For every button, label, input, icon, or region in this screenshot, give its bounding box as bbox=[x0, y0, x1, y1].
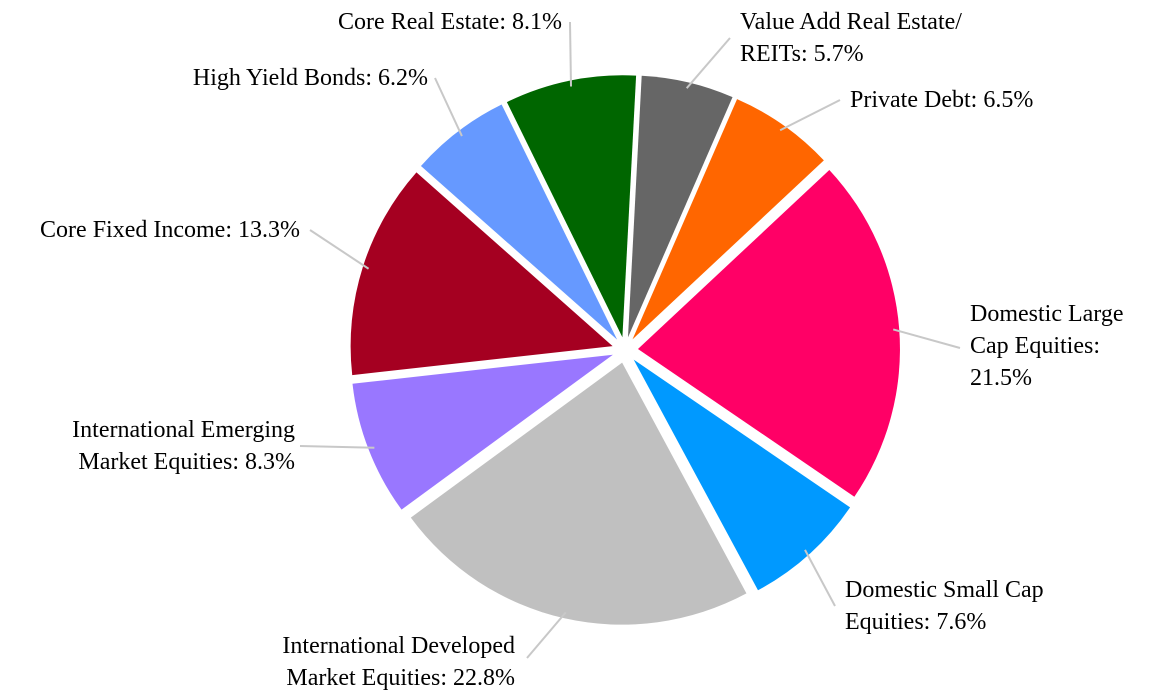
slice-label: Core Real Estate: 8.1% bbox=[250, 6, 562, 38]
pie-slice bbox=[632, 99, 824, 340]
value-label: 21.5% bbox=[970, 365, 1032, 391]
leader-line bbox=[434, 77, 463, 137]
pie-slice bbox=[633, 359, 851, 591]
slice-label: Domestic Small Cap Equities: 7.6% bbox=[845, 574, 1085, 638]
category-name: International Emerging Market Equities: bbox=[72, 417, 295, 475]
pie-slice bbox=[637, 170, 900, 497]
category-name: Domestic Small Cap Equities: bbox=[845, 577, 1044, 635]
leader-line bbox=[804, 549, 836, 607]
category-name: High Yield Bonds: bbox=[192, 65, 372, 91]
leader-line bbox=[892, 328, 961, 349]
leader-line bbox=[309, 229, 370, 270]
value-label: 5.7% bbox=[813, 41, 864, 67]
value-label: 8.3% bbox=[245, 449, 295, 475]
slice-label: Value Add Real Estate/ REITs: 5.7% bbox=[740, 6, 1010, 70]
pie-slice bbox=[350, 172, 613, 376]
category-name: Private Debt: bbox=[850, 87, 978, 113]
pie-slice bbox=[352, 354, 613, 510]
pie-slice bbox=[506, 75, 637, 338]
slice-label: International Emerging Market Equities: … bbox=[20, 414, 295, 478]
value-label: 6.5% bbox=[983, 87, 1034, 113]
slice-label: Domestic Large Cap Equities: 21.5% bbox=[970, 298, 1140, 394]
value-label: 13.3% bbox=[238, 217, 300, 243]
slice-label: Private Debt: 6.5% bbox=[850, 84, 1090, 116]
slice-label: International Developed Market Equities:… bbox=[250, 630, 515, 694]
value-label: 6.2% bbox=[378, 65, 428, 91]
pie-slice bbox=[420, 104, 618, 340]
slice-label: High Yield Bonds: 6.2% bbox=[100, 62, 428, 94]
slice-label: Core Fixed Income: 13.3% bbox=[0, 214, 300, 246]
category-name: Domestic Large Cap Equities: bbox=[970, 301, 1124, 359]
category-name: International Developed Market Equities: bbox=[282, 633, 515, 691]
value-label: 7.6% bbox=[936, 609, 987, 635]
leader-line bbox=[779, 99, 841, 132]
leader-line bbox=[685, 37, 731, 89]
value-label: 22.8% bbox=[453, 665, 515, 691]
pie-slice bbox=[410, 362, 747, 625]
pie-slice bbox=[627, 75, 733, 338]
category-name: Core Real Estate: bbox=[338, 9, 506, 35]
category-name: Core Fixed Income: bbox=[40, 217, 232, 243]
category-name: Value Add Real Estate/ REITs: bbox=[740, 9, 962, 67]
leader-line bbox=[299, 445, 375, 449]
leader-line bbox=[569, 21, 573, 87]
leader-line bbox=[526, 611, 567, 659]
value-label: 8.1% bbox=[512, 9, 562, 35]
